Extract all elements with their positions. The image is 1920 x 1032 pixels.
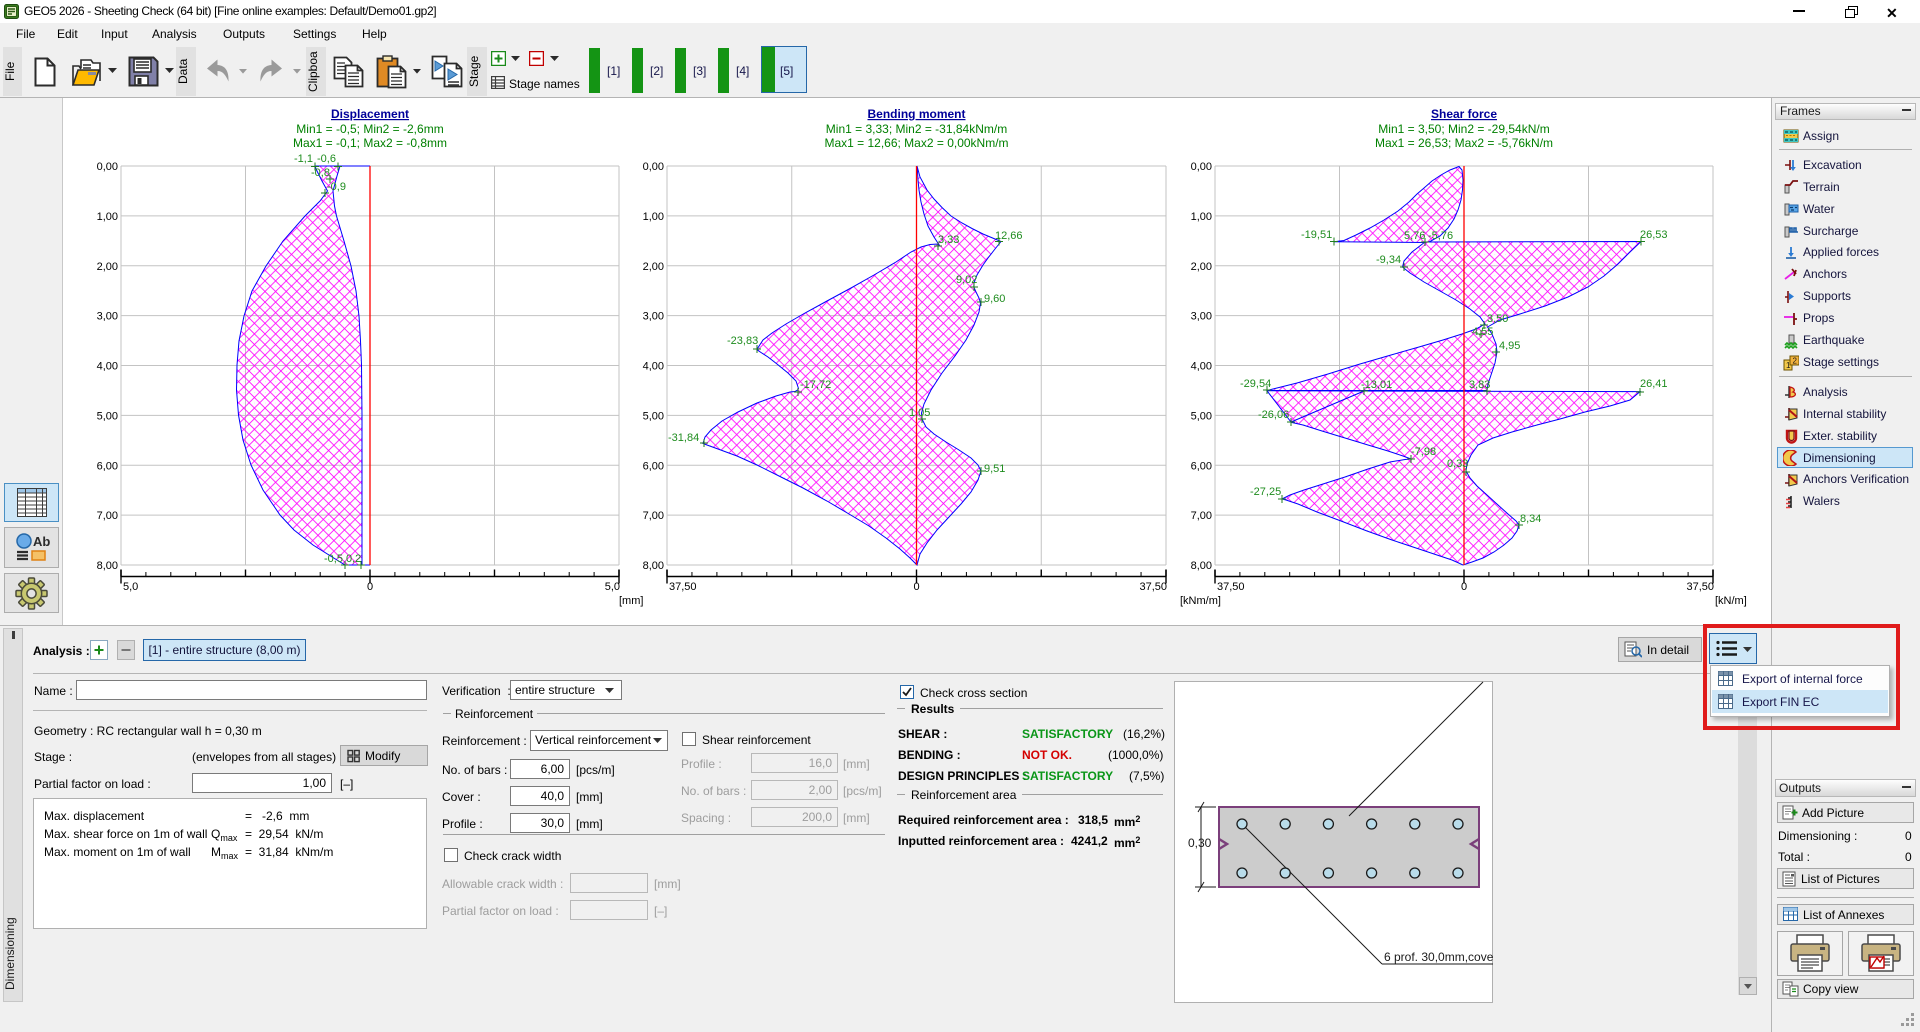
svg-text:Bending moment: Bending moment	[868, 107, 966, 121]
svg-text:0: 0	[1461, 581, 1467, 593]
svg-text:Shear force: Shear force	[1431, 107, 1497, 121]
svg-text:9,02: 9,02	[956, 274, 977, 286]
svg-text:-0,6: -0,6	[317, 153, 336, 165]
svg-text:2,00: 2,00	[1191, 261, 1212, 273]
svg-text:-31,84: -31,84	[668, 432, 699, 444]
svg-text:3,33: 3,33	[938, 234, 959, 246]
svg-text:5,00: 5,00	[97, 410, 118, 422]
svg-text:2,00: 2,00	[97, 261, 118, 273]
svg-text:9,51: 9,51	[984, 463, 1005, 475]
svg-text:[kN/m]: [kN/m]	[1715, 595, 1747, 607]
svg-text:5,00: 5,00	[643, 410, 664, 422]
svg-text:0: 0	[913, 581, 919, 593]
svg-text:[kNm/m]: [kNm/m]	[1180, 595, 1221, 607]
svg-text:-17,72: -17,72	[800, 379, 831, 391]
svg-text:9,60: 9,60	[984, 293, 1005, 305]
svg-text:6 prof. 30,0mm,cove: 6 prof. 30,0mm,cove	[1384, 950, 1493, 964]
svg-text:0,2: 0,2	[346, 553, 361, 565]
svg-text:1,00: 1,00	[1191, 211, 1212, 223]
svg-text:2: 2	[1793, 356, 1798, 365]
svg-text:-29,54: -29,54	[1240, 378, 1271, 390]
svg-text:3,00: 3,00	[1191, 311, 1212, 323]
svg-text:8,34: 8,34	[1520, 513, 1541, 525]
svg-text:4,95: 4,95	[1499, 340, 1520, 352]
svg-text:37,50: 37,50	[1139, 581, 1167, 593]
svg-text:-7,98: -7,98	[1411, 446, 1436, 458]
svg-text:Max1 = 12,66; Max2 = 0,00kNm/m: Max1 = 12,66; Max2 = 0,00kNm/m	[824, 136, 1008, 150]
svg-text:Min1 = -0,5; Min2 = -2,6mm: Min1 = -0,5; Min2 = -2,6mm	[296, 122, 443, 136]
svg-text:0,00: 0,00	[643, 161, 664, 173]
svg-text:8,00: 8,00	[643, 560, 664, 572]
svg-text:Ab: Ab	[33, 534, 50, 549]
svg-text:1: 1	[1786, 361, 1791, 370]
svg-text:12,66: 12,66	[995, 230, 1023, 242]
svg-text:4,55: 4,55	[1472, 326, 1493, 338]
svg-text:6,00: 6,00	[643, 460, 664, 472]
svg-text:8,00: 8,00	[1191, 560, 1212, 572]
svg-text:0,33: 0,33	[1447, 458, 1468, 470]
svg-text:0: 0	[367, 581, 373, 593]
svg-text:-23,83: -23,83	[727, 335, 758, 347]
svg-text:-13,01: -13,01	[1361, 379, 1392, 391]
svg-text:Displacement: Displacement	[331, 107, 409, 121]
svg-text:0,30: 0,30	[1188, 836, 1212, 850]
svg-text:6,00: 6,00	[1191, 460, 1212, 472]
svg-text:-0,8: -0,8	[311, 167, 330, 179]
svg-text:Max1 = -0,1; Max2 = -0,8mm: Max1 = -0,1; Max2 = -0,8mm	[293, 136, 447, 150]
svg-text:1,05: 1,05	[909, 407, 930, 419]
svg-text:4,00: 4,00	[97, 361, 118, 373]
svg-text:Min1 = 3,33; Min2 = -31,84kNm/: Min1 = 3,33; Min2 = -31,84kNm/m	[826, 122, 1007, 136]
svg-text:0,00: 0,00	[1191, 161, 1212, 173]
svg-text:-26,06: -26,06	[1258, 409, 1289, 421]
svg-text:Min1 = 3,50; Min2 = -29,54kN/m: Min1 = 3,50; Min2 = -29,54kN/m	[1378, 122, 1549, 136]
svg-text:Max1 = 26,53; Max2 = -5,76kN/m: Max1 = 26,53; Max2 = -5,76kN/m	[1375, 136, 1553, 150]
svg-text:3,00: 3,00	[643, 311, 664, 323]
svg-text:4,00: 4,00	[1191, 361, 1212, 373]
svg-text:5,0: 5,0	[605, 581, 620, 593]
svg-text:0,00: 0,00	[97, 161, 118, 173]
svg-text:6,00: 6,00	[97, 460, 118, 472]
svg-text:26,41: 26,41	[1640, 378, 1668, 390]
svg-text:-19,51: -19,51	[1301, 229, 1332, 241]
svg-text:-0,9: -0,9	[327, 181, 346, 193]
svg-text:8,00: 8,00	[97, 560, 118, 572]
svg-text:5,0: 5,0	[123, 581, 138, 593]
svg-text:-1,1: -1,1	[294, 153, 313, 165]
svg-text:3,83: 3,83	[1469, 379, 1490, 391]
svg-text:7,00: 7,00	[1191, 510, 1212, 522]
svg-text:3,00: 3,00	[97, 311, 118, 323]
svg-text:-0,5: -0,5	[324, 553, 343, 565]
svg-text:2,00: 2,00	[643, 261, 664, 273]
svg-text:37,50: 37,50	[1217, 581, 1245, 593]
svg-text:5,76: 5,76	[1404, 230, 1425, 242]
svg-text:4,00: 4,00	[643, 361, 664, 373]
svg-text:7,00: 7,00	[97, 510, 118, 522]
svg-text:7,00: 7,00	[643, 510, 664, 522]
svg-text:-9,34: -9,34	[1376, 254, 1401, 266]
svg-text:37,50: 37,50	[1686, 581, 1714, 593]
svg-text:1,00: 1,00	[643, 211, 664, 223]
svg-text:-27,25: -27,25	[1250, 486, 1281, 498]
svg-text:1,00: 1,00	[97, 211, 118, 223]
svg-text:37,50: 37,50	[669, 581, 697, 593]
svg-text:5,00: 5,00	[1191, 410, 1212, 422]
svg-text:[mm]: [mm]	[619, 595, 643, 607]
svg-text:26,53: 26,53	[1640, 229, 1668, 241]
svg-text:3,50: 3,50	[1487, 313, 1508, 325]
svg-text:-5,76: -5,76	[1428, 230, 1453, 242]
